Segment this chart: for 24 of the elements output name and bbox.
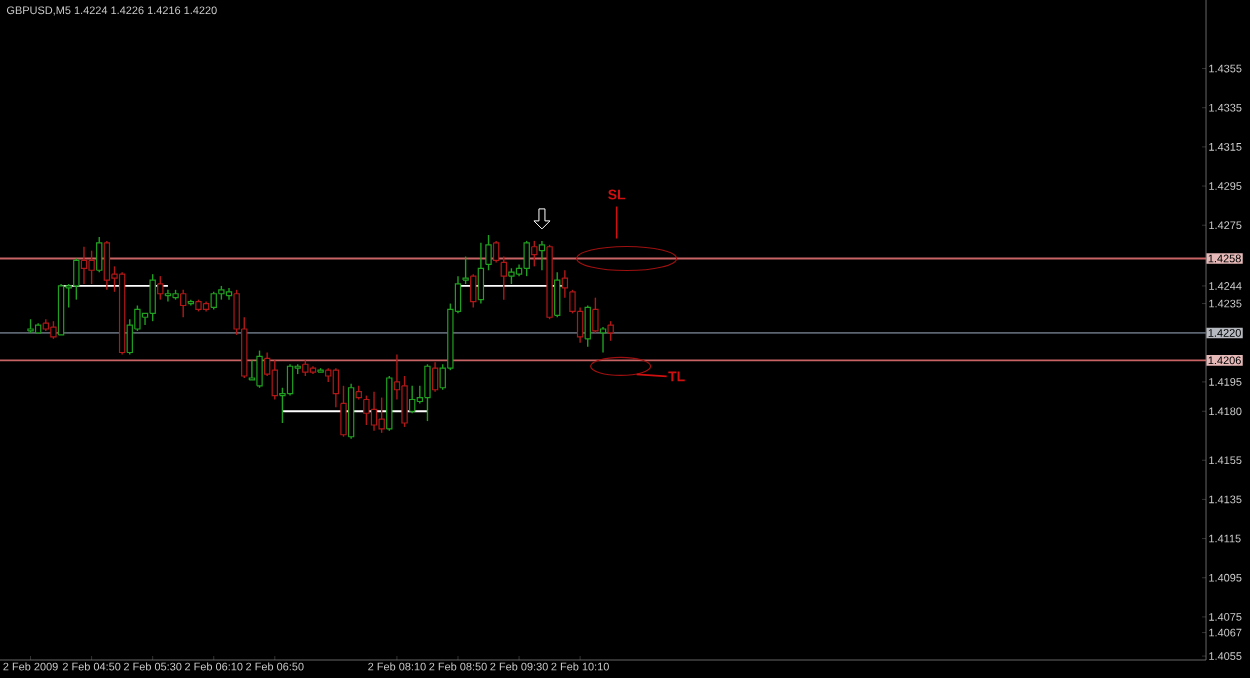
candlestick	[477, 242, 485, 305]
candlestick	[80, 246, 88, 285]
candlestick	[88, 249, 95, 285]
candlestick	[96, 236, 103, 273]
candlestick	[607, 320, 614, 342]
candlestick	[271, 359, 278, 401]
candlestick	[584, 304, 591, 348]
candlestick	[286, 363, 294, 397]
candlestick	[431, 361, 439, 393]
candlestick	[470, 273, 477, 309]
candlestick	[164, 289, 172, 303]
candlestick	[103, 240, 111, 291]
candlestick	[180, 289, 187, 318]
candlestick	[523, 240, 530, 277]
candlestick	[363, 394, 370, 426]
candlestick	[256, 349, 263, 389]
candlestick	[592, 296, 599, 334]
candlestick	[149, 273, 156, 322]
candlestick	[500, 255, 507, 301]
candlestick	[424, 363, 431, 422]
candlestick	[73, 257, 80, 301]
candlestick	[370, 390, 378, 432]
candlestick	[492, 240, 500, 264]
candlestick	[531, 240, 538, 268]
